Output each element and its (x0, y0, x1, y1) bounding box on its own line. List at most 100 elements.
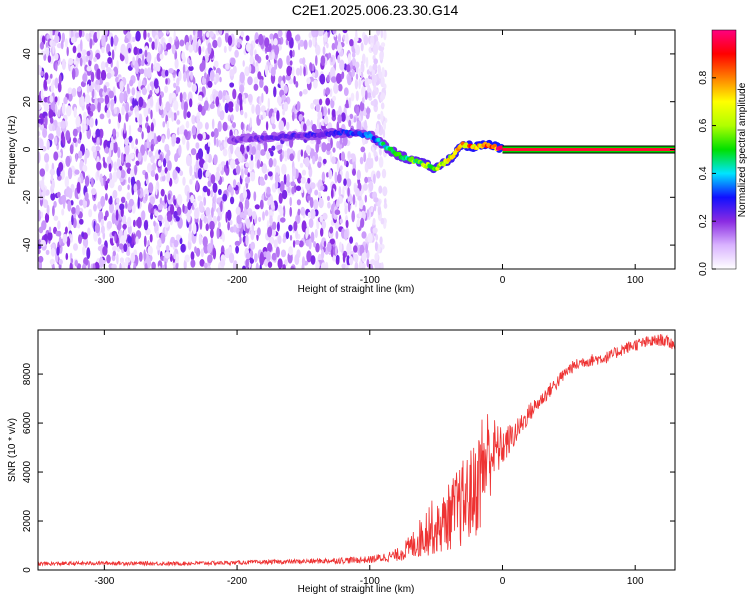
spectrogram-x-tick-label: -100 (360, 275, 380, 286)
noise-speckle (347, 53, 352, 64)
noise-speckle (86, 117, 90, 125)
noise-speckle (286, 121, 290, 131)
noise-speckle (50, 243, 56, 249)
noise-speckle (356, 106, 360, 117)
spectrogram-x-axis-label: Height of straight line (km) (298, 284, 415, 295)
noise-speckle (146, 51, 152, 64)
noise-speckle (120, 235, 126, 245)
noise-speckle (108, 163, 112, 173)
noise-speckle (339, 59, 345, 71)
spectrogram-y-ticks: -40 -20 0 20 40 (22, 48, 675, 252)
noise-speckle (39, 123, 44, 131)
noise-speckle (38, 226, 44, 234)
noise-speckle (213, 128, 219, 138)
noise-speckle (276, 95, 282, 105)
noise-speckle (310, 208, 316, 220)
noise-speckle (128, 198, 134, 207)
noise-speckle (267, 171, 273, 177)
noise-speckle (158, 31, 164, 38)
snr-y-tick-label: 0 (22, 567, 33, 573)
noise-speckle (232, 179, 237, 188)
noise-speckle (245, 218, 251, 229)
noise-speckle (366, 209, 370, 218)
noise-speckle (235, 245, 240, 254)
noise-speckle (97, 201, 101, 209)
noise-speckle (241, 168, 244, 180)
noise-speckle (305, 228, 309, 240)
noise-speckle (227, 221, 231, 231)
noise-speckle (106, 156, 112, 164)
noise-speckle (86, 247, 91, 260)
noise-speckle (101, 46, 105, 54)
noise-speckle (205, 207, 211, 217)
noise-speckle (74, 169, 80, 175)
noise-speckle (306, 120, 311, 127)
noise-speckle (295, 67, 301, 76)
noise-speckle (378, 185, 383, 194)
noise-speckle (103, 215, 108, 221)
noise-speckle (251, 104, 255, 114)
noise-speckle (353, 245, 358, 253)
noise-speckle (260, 149, 266, 156)
noise-speckle (73, 106, 77, 118)
noise-speckle (261, 163, 268, 174)
noise-speckle (381, 168, 387, 179)
noise-speckle (118, 165, 123, 171)
noise-speckle (291, 66, 295, 77)
noise-speckle (150, 122, 154, 133)
noise-speckle (54, 53, 59, 61)
noise-speckle (331, 156, 336, 165)
noise-speckle (210, 228, 214, 239)
noise-speckle (363, 152, 367, 163)
noise-speckle (338, 105, 342, 116)
noise-speckle (113, 34, 118, 47)
noise-speckle (233, 224, 237, 233)
noise-speckle (135, 236, 139, 245)
noise-speckle (227, 184, 233, 193)
noise-speckle (154, 173, 159, 181)
noise-speckle (207, 243, 213, 254)
noise-speckle (313, 199, 319, 210)
noise-speckle (322, 46, 326, 55)
noise-speckle (373, 150, 377, 157)
noise-speckle (194, 207, 199, 220)
noise-speckle (291, 186, 295, 195)
noise-speckle (160, 232, 166, 244)
noise-speckle (186, 190, 190, 203)
noise-speckle (301, 263, 305, 269)
noise-speckle (297, 42, 301, 51)
noise-speckle (209, 70, 215, 82)
noise-speckle (147, 84, 150, 93)
noise-speckle (373, 197, 379, 203)
noise-speckle (315, 260, 320, 269)
noise-speckle (131, 140, 135, 150)
noise-speckle (63, 96, 68, 105)
noise-speckle (150, 155, 155, 164)
noise-speckle (44, 115, 48, 127)
noise-speckle (271, 145, 276, 151)
noise-speckle (165, 245, 170, 252)
noise-speckle (73, 243, 78, 251)
noise-speckle (202, 185, 208, 193)
noise-speckle (249, 49, 254, 57)
noise-speckle (50, 173, 54, 182)
noise-speckle (268, 43, 272, 53)
noise-speckle (235, 226, 240, 235)
noise-speckle (217, 120, 222, 132)
noise-speckle (40, 41, 44, 50)
noise-speckle (48, 109, 54, 119)
noise-speckle (277, 57, 283, 69)
noise-speckle (326, 74, 330, 83)
noise-speckle (95, 145, 101, 152)
noise-speckle (283, 173, 287, 185)
noise-speckle (203, 262, 208, 269)
noise-speckle (371, 75, 375, 87)
noise-speckle (206, 31, 210, 38)
noise-speckle (345, 32, 349, 45)
noise-speckle (210, 131, 215, 138)
noise-speckle (346, 64, 351, 73)
noise-speckle (151, 261, 156, 269)
snr-y-tick-label: 4000 (22, 460, 33, 483)
noise-speckle (70, 36, 76, 44)
